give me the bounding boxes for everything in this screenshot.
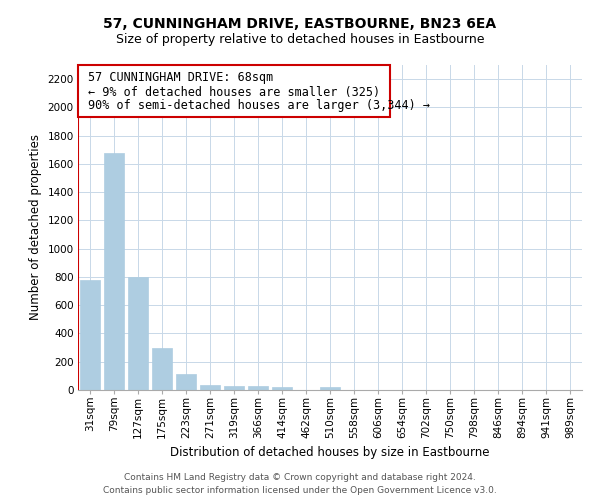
Bar xyxy=(152,348,172,390)
X-axis label: Distribution of detached houses by size in Eastbourne: Distribution of detached houses by size … xyxy=(170,446,490,459)
Bar xyxy=(128,277,148,390)
Text: 90% of semi-detached houses are larger (3,344) →: 90% of semi-detached houses are larger (… xyxy=(88,99,430,112)
Bar xyxy=(200,384,220,390)
Bar xyxy=(320,388,340,390)
Text: Size of property relative to detached houses in Eastbourne: Size of property relative to detached ho… xyxy=(116,32,484,46)
Bar xyxy=(224,386,244,390)
FancyBboxPatch shape xyxy=(78,65,391,117)
Bar xyxy=(272,388,292,390)
Bar xyxy=(104,152,124,390)
Text: 57, CUNNINGHAM DRIVE, EASTBOURNE, BN23 6EA: 57, CUNNINGHAM DRIVE, EASTBOURNE, BN23 6… xyxy=(103,18,497,32)
Text: Contains HM Land Registry data © Crown copyright and database right 2024.
Contai: Contains HM Land Registry data © Crown c… xyxy=(103,473,497,495)
Bar xyxy=(80,280,100,390)
Y-axis label: Number of detached properties: Number of detached properties xyxy=(29,134,42,320)
Bar xyxy=(248,386,268,390)
Text: 57 CUNNINGHAM DRIVE: 68sqm: 57 CUNNINGHAM DRIVE: 68sqm xyxy=(88,72,274,85)
Bar xyxy=(176,374,196,390)
Text: ← 9% of detached houses are smaller (325): ← 9% of detached houses are smaller (325… xyxy=(88,86,380,98)
